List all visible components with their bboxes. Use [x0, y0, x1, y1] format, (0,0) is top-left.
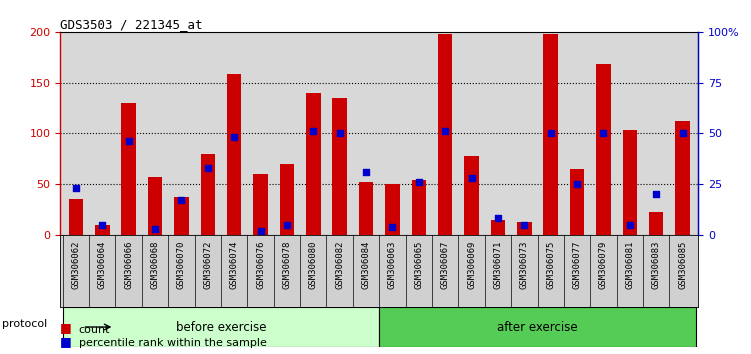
Text: GSM306066: GSM306066: [124, 240, 133, 289]
Text: GDS3503 / 221345_at: GDS3503 / 221345_at: [60, 18, 203, 31]
Bar: [174, 197, 189, 235]
Bar: [333, 98, 347, 235]
Text: GSM306078: GSM306078: [282, 240, 291, 289]
Bar: [306, 93, 321, 235]
Point: [439, 129, 451, 134]
Text: GSM306082: GSM306082: [335, 240, 344, 289]
Text: GSM306081: GSM306081: [626, 240, 635, 289]
Bar: [359, 182, 373, 235]
Point: [149, 226, 161, 232]
Bar: [623, 130, 637, 235]
Point: [571, 181, 583, 187]
Bar: [464, 155, 479, 235]
Text: GSM306084: GSM306084: [361, 240, 370, 289]
Point: [598, 130, 610, 136]
Point: [492, 216, 504, 221]
Text: GSM306065: GSM306065: [415, 240, 424, 289]
Bar: [596, 64, 611, 235]
Text: GSM306076: GSM306076: [256, 240, 265, 289]
Text: GSM306072: GSM306072: [204, 240, 213, 289]
Bar: [412, 180, 426, 235]
Bar: [253, 174, 268, 235]
Bar: [570, 169, 584, 235]
Text: GSM306063: GSM306063: [388, 240, 397, 289]
Bar: [379, 307, 695, 347]
Bar: [675, 121, 690, 235]
Bar: [95, 224, 110, 235]
Point: [360, 169, 372, 175]
Point: [228, 135, 240, 140]
Point: [70, 185, 82, 191]
Text: GSM306074: GSM306074: [230, 240, 239, 289]
Point: [624, 222, 636, 227]
Point: [677, 130, 689, 136]
Text: GSM306079: GSM306079: [599, 240, 608, 289]
Text: GSM306083: GSM306083: [652, 240, 661, 289]
Bar: [438, 34, 452, 235]
Text: GSM306062: GSM306062: [71, 240, 80, 289]
Bar: [279, 164, 294, 235]
Bar: [649, 212, 663, 235]
Bar: [148, 177, 162, 235]
Text: GSM306080: GSM306080: [309, 240, 318, 289]
Bar: [544, 34, 558, 235]
Text: percentile rank within the sample: percentile rank within the sample: [79, 338, 267, 348]
Point: [202, 165, 214, 171]
Text: GSM306075: GSM306075: [546, 240, 555, 289]
Text: GSM306071: GSM306071: [493, 240, 502, 289]
Text: ■: ■: [60, 335, 72, 348]
Text: GSM306073: GSM306073: [520, 240, 529, 289]
Point: [255, 228, 267, 233]
Text: after exercise: after exercise: [497, 320, 578, 333]
Bar: [63, 307, 379, 347]
Text: GSM306069: GSM306069: [467, 240, 476, 289]
Point: [650, 191, 662, 197]
Bar: [68, 199, 83, 235]
Point: [176, 197, 188, 203]
Bar: [517, 223, 532, 235]
Text: GSM306067: GSM306067: [441, 240, 450, 289]
Text: GSM306085: GSM306085: [678, 240, 687, 289]
Point: [544, 130, 556, 136]
Point: [333, 130, 345, 136]
Point: [413, 179, 425, 185]
Text: count: count: [79, 325, 110, 335]
Point: [387, 224, 399, 229]
Text: protocol: protocol: [2, 319, 47, 329]
Text: GSM306077: GSM306077: [572, 240, 581, 289]
Text: ■: ■: [60, 321, 72, 335]
Text: GSM306070: GSM306070: [177, 240, 186, 289]
Bar: [385, 184, 400, 235]
Point: [307, 129, 319, 134]
Text: before exercise: before exercise: [176, 320, 267, 333]
Text: GSM306064: GSM306064: [98, 240, 107, 289]
Bar: [122, 103, 136, 235]
Point: [122, 138, 134, 144]
Point: [466, 175, 478, 181]
Bar: [490, 221, 505, 235]
Bar: [227, 74, 241, 235]
Text: GSM306068: GSM306068: [150, 240, 159, 289]
Point: [281, 222, 293, 227]
Bar: [201, 154, 215, 235]
Point: [96, 222, 108, 227]
Point: [518, 222, 530, 227]
